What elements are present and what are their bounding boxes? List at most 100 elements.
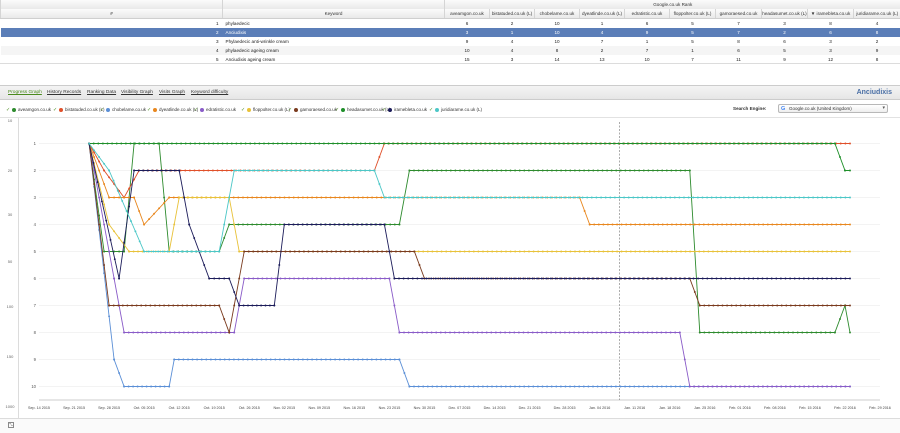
series-point <box>757 304 760 307</box>
col-header-site[interactable]: edratistic.co.uk <box>624 9 670 19</box>
series-point <box>329 358 332 361</box>
col-header-site[interactable]: juridiarame.co.uk (L) <box>852 9 900 19</box>
series-point <box>500 385 503 388</box>
series-point <box>242 358 245 361</box>
series-point <box>618 277 621 280</box>
series-point <box>771 250 774 253</box>
timeline-range-bar[interactable]: ⤡ <box>0 418 900 433</box>
tab-visits-graph[interactable]: Visits Graph <box>159 90 186 95</box>
row-number: 3 <box>215 39 219 44</box>
series-point <box>146 169 149 172</box>
series-point <box>378 142 381 145</box>
col-header-site[interactable]: ▼ iramebleta.co.uk <box>807 9 854 19</box>
series-point <box>683 358 686 361</box>
series-point <box>413 169 415 172</box>
series-point <box>844 250 847 253</box>
checkmark-icon[interactable]: ✓ <box>194 107 199 113</box>
series-point <box>540 331 543 334</box>
series-point <box>164 331 167 334</box>
checkmark-icon[interactable]: ✓ <box>382 107 387 113</box>
series-point <box>362 250 365 253</box>
series-point <box>511 142 514 145</box>
table-row[interactable]: 2 Anciudixis 3 1 10 4 9 5 7 2 6 8 <box>0 28 900 37</box>
series-point <box>204 250 207 253</box>
series-point <box>269 358 272 361</box>
col-header-site[interactable]: bistatuded.co.uk (L) <box>489 9 535 19</box>
series-point <box>701 196 704 199</box>
tab-visibility-graph[interactable]: Visibility Graph <box>121 90 153 95</box>
col-header-keyword[interactable]: Keyword <box>222 9 445 19</box>
series-point <box>619 331 621 334</box>
series-point <box>334 277 336 280</box>
table-row[interactable]: 1 phylaedecic 6 2 10 1 6 5 7 3 8 4 <box>1 19 900 29</box>
series-point <box>480 196 483 199</box>
series-point <box>625 223 628 226</box>
rank-cell: 6 <box>715 46 762 55</box>
series-point <box>313 142 316 145</box>
checkmark-icon[interactable]: ✓ <box>335 107 340 113</box>
series-point <box>531 331 534 334</box>
series-point <box>187 196 190 199</box>
series-point <box>731 331 734 334</box>
series-point <box>844 277 847 280</box>
checkmark-icon[interactable]: ✓ <box>147 107 152 113</box>
col-header-num[interactable]: # <box>0 9 223 19</box>
series-point <box>134 230 137 233</box>
series-point <box>173 169 176 172</box>
series-point <box>173 331 176 334</box>
tab-progress-graph[interactable]: Progress Graph <box>8 90 42 95</box>
series-point <box>396 142 399 145</box>
search-engine-select[interactable]: G Google.co.uk (United Kingdom) ▾ <box>778 104 888 113</box>
series-point <box>166 250 169 253</box>
rank-cell: 10 <box>554 39 560 44</box>
series-point <box>384 358 387 361</box>
series-point <box>824 142 827 145</box>
series-point <box>187 331 190 334</box>
col-header-site[interactable]: dyeatlinde.co.uk (L) <box>579 9 625 19</box>
tab-history-records[interactable]: History Records <box>47 90 82 95</box>
col-header-site[interactable]: floppolter.co.uk (L) <box>669 9 716 19</box>
table-row[interactable]: 3 Phylaedecic anti-wrinkle cream 9 4 10 7 1 5 8 6… <box>1 37 900 46</box>
series-point <box>442 142 445 145</box>
col-header-site[interactable]: aveamgon.co.uk <box>444 9 490 19</box>
table-row[interactable]: 4 phylaedecic ageing cream 10 4 8 2 7 1 6 5 3 9 <box>0 46 900 55</box>
checkmark-icon[interactable]: ✓ <box>241 107 246 113</box>
checkmark-icon[interactable]: ✓ <box>100 107 105 113</box>
series-point <box>357 196 360 199</box>
series-point <box>127 331 130 334</box>
series-point <box>522 331 525 334</box>
series-point <box>766 223 769 226</box>
series-point <box>463 169 466 172</box>
series-point <box>735 304 738 307</box>
checkmark-icon[interactable]: ✓ <box>53 107 58 113</box>
series-point <box>187 358 189 361</box>
series-point <box>150 385 153 388</box>
series-point <box>503 277 506 280</box>
series-point <box>722 331 725 334</box>
tab-ranking-data[interactable]: Ranking Data <box>87 90 117 95</box>
series-point <box>583 210 586 212</box>
checkmark-icon[interactable]: ✓ <box>288 107 293 113</box>
col-header-site[interactable]: headasumet.co.uk (L) <box>761 9 808 19</box>
x-tick-label: Oct. 12 2015 <box>169 406 190 410</box>
series-point <box>242 223 244 226</box>
series-point <box>88 142 91 145</box>
series-point <box>794 223 797 226</box>
series-point <box>721 223 724 226</box>
series-point <box>517 277 520 280</box>
series-point <box>372 250 374 253</box>
tab-keyword-difficulty[interactable]: Keyword difficulty <box>191 90 229 95</box>
series-point <box>531 277 534 280</box>
series-point <box>770 196 773 199</box>
col-header-site[interactable]: gamoraesed.co.uk <box>715 9 762 19</box>
expand-icon[interactable]: ⤡ <box>8 422 14 428</box>
series-point <box>140 304 143 307</box>
left-scale-label: 30 <box>8 212 13 217</box>
col-header-site[interactable]: chobelame.co.uk <box>534 9 580 19</box>
series-point <box>605 331 608 334</box>
checkmark-icon[interactable]: ✓ <box>6 107 11 113</box>
checkmark-icon[interactable]: ✓ <box>429 107 434 113</box>
series-point <box>256 169 259 172</box>
series-point <box>247 169 250 172</box>
series-point <box>815 331 818 334</box>
